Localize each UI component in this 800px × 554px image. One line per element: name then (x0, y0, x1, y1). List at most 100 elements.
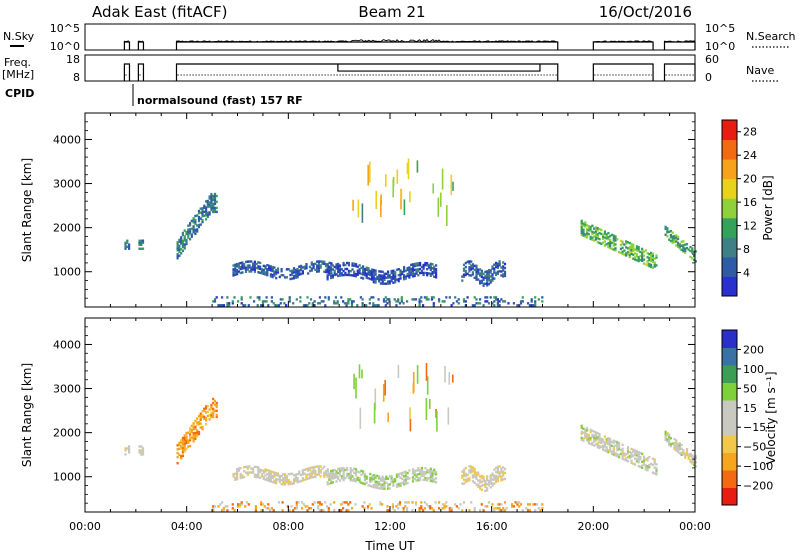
echo-cell (217, 304, 220, 307)
echo-cell (176, 452, 179, 455)
echo-cell (395, 485, 398, 488)
echo-cell (369, 476, 372, 480)
echo-cell (262, 270, 265, 274)
echo-cell (637, 453, 640, 456)
echo-cell (280, 274, 283, 277)
echo-cell (272, 302, 275, 305)
echo-cell (237, 300, 240, 303)
echo-cell (185, 435, 188, 439)
echo-cell (372, 304, 375, 307)
echo-cell (203, 210, 206, 213)
echo-cell (313, 304, 316, 307)
echo-cell (219, 304, 222, 307)
echo-cell (356, 470, 359, 473)
echo-cell (632, 257, 635, 260)
echo-cell (470, 260, 473, 263)
echo-cell (239, 265, 242, 269)
echo-cell (215, 415, 218, 419)
echo-cell (398, 503, 402, 506)
echo-cell (393, 298, 396, 301)
echo-cell (361, 298, 364, 301)
echo-cell (356, 273, 359, 276)
echo-cell (682, 240, 685, 243)
echo-cell (626, 460, 630, 463)
echo-cell (396, 169, 399, 184)
echo-cell (628, 247, 631, 251)
echo-cell (435, 268, 438, 271)
echo-cell (317, 302, 320, 305)
echo-cell (684, 452, 687, 455)
echo-cell (379, 483, 382, 486)
echo-cell (273, 473, 276, 476)
echo-cell (479, 274, 482, 277)
echo-cell (628, 241, 631, 245)
echo-cell (411, 269, 415, 272)
echo-cell (323, 473, 326, 476)
echo-cell (411, 263, 415, 266)
echo-cell (356, 269, 359, 272)
echo-cell (196, 230, 199, 233)
echo-cell (669, 230, 672, 233)
echo-cell (372, 475, 375, 479)
echo-cell (609, 240, 612, 244)
echo-cell (435, 477, 438, 480)
echo-cell (403, 471, 406, 474)
echo-cell (406, 507, 409, 510)
echo-cell (464, 273, 467, 277)
echo-cell (305, 266, 308, 270)
echo-cell (141, 239, 145, 242)
echo-cell (266, 469, 269, 472)
echo-cell (664, 225, 667, 229)
echo-cell (413, 268, 416, 272)
echo-cell (126, 447, 129, 450)
echo-cell (646, 467, 649, 470)
echo-cell (388, 298, 391, 301)
echo-cell (473, 471, 476, 475)
echo-cell (502, 269, 505, 272)
echo-cell (180, 455, 183, 458)
echo-cell (685, 450, 689, 453)
echo-cell (141, 449, 145, 452)
echo-cell (310, 263, 313, 266)
echo-cell (336, 300, 339, 303)
echo-cell (589, 430, 592, 434)
echo-cell (372, 483, 375, 487)
echo-cell (395, 300, 398, 303)
echo-cell (338, 274, 342, 277)
echo-cell (347, 503, 350, 506)
echo-cell (379, 485, 382, 488)
echo-cell (614, 237, 617, 240)
echo-cell (621, 252, 624, 255)
echo-cell (304, 505, 307, 508)
echo-cell (326, 475, 329, 478)
echo-cell (240, 503, 243, 506)
echo-cell (468, 274, 471, 277)
echo-cell (495, 263, 498, 267)
echo-cell (176, 456, 179, 459)
echo-cell (228, 302, 231, 305)
echo-cell (257, 261, 260, 264)
echo-cell (194, 230, 197, 234)
echo-cell (635, 458, 638, 461)
echo-cell (628, 249, 631, 253)
echo-cell (124, 243, 127, 246)
echo-cell (212, 210, 215, 214)
echo-cell (496, 298, 499, 301)
echo-cell (353, 262, 356, 265)
echo-cell (372, 280, 375, 284)
echo-cell (310, 474, 313, 477)
echo-cell (372, 485, 375, 489)
echo-cell (361, 505, 364, 508)
echo-cell (618, 444, 621, 447)
echo-cell (605, 440, 608, 443)
echo-cell (411, 476, 415, 479)
echo-cell (183, 434, 186, 437)
echo-cell (208, 197, 211, 200)
echo-cell (383, 485, 386, 488)
echo-cell (222, 509, 225, 512)
echo-cell (498, 471, 501, 474)
echo-cell (468, 270, 471, 273)
echo-cell (684, 243, 687, 246)
echo-cell (189, 433, 192, 436)
echo-cell (586, 429, 589, 432)
